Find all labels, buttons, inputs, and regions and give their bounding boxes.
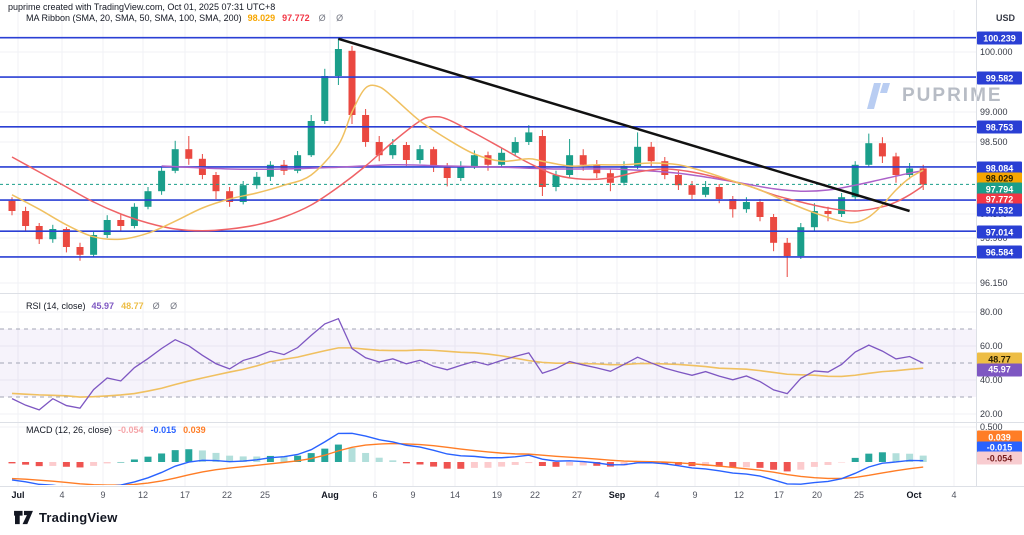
- tradingview-logo[interactable]: TradingView: [13, 509, 118, 526]
- rsi-line: [11, 317, 924, 411]
- time-label-day: 4: [654, 490, 660, 500]
- chart-attribution: puprime created with TradingView.com, Oc…: [8, 2, 276, 12]
- price-tick-label: 60.00: [980, 341, 1003, 351]
- price-tick-label: 20.00: [980, 409, 1003, 419]
- time-label-month: Sep: [608, 490, 626, 500]
- descending-trendline: [338, 37, 910, 213]
- time-label-day: 25: [259, 490, 271, 500]
- sma-20-line: [11, 84, 924, 241]
- price-badge: 100.239: [977, 31, 1022, 45]
- price-axis[interactable]: USD 100.00099.00098.50097.30096.90096.15…: [976, 0, 1024, 486]
- price-badge: 97.014: [977, 225, 1022, 239]
- price-tick-label: 98.500: [980, 137, 1008, 147]
- tradingview-logo-icon: [14, 510, 33, 525]
- grid-lines: [0, 10, 976, 486]
- time-label-day: 4: [59, 490, 65, 500]
- puprime-watermark-text: PUPRIME: [902, 85, 1003, 106]
- ma-ribbon-legend-values: 98.029 97.772: [248, 13, 317, 23]
- price-tick-label: 99.000: [980, 107, 1008, 117]
- price-badge: 96.584: [977, 245, 1022, 259]
- macd-legend-values: -0.054 -0.015 0.039: [118, 425, 213, 435]
- puprime-watermark: PUPRIME: [864, 82, 1003, 110]
- rsi-pane: [0, 317, 976, 411]
- price-badge: 97.772: [977, 193, 1022, 206]
- price-badge: 98.084: [977, 161, 1022, 175]
- macd-legend[interactable]: MACD (12, 26, close) -0.054 -0.015 0.039: [26, 425, 213, 435]
- hidden-values-marks: Ø Ø: [152, 301, 182, 311]
- time-label-day: 22: [221, 490, 233, 500]
- price-badge: 98.753: [977, 120, 1022, 134]
- price-badge: 97.794: [977, 182, 1022, 196]
- price-axis-border: [976, 0, 977, 486]
- ma-ribbon-legend-title: MA Ribbon (SMA, 20, SMA, 50, SMA, 100, S…: [26, 13, 242, 23]
- pane-separator[interactable]: [0, 293, 1024, 294]
- price-badge: 0.039: [977, 430, 1022, 444]
- price-badge: 45.97: [977, 363, 1022, 376]
- hidden-values-marks: Ø Ø: [318, 13, 348, 23]
- time-label-day: 27: [571, 490, 583, 500]
- price-tick-label: 96.150: [980, 278, 1008, 288]
- time-label-day: 20: [811, 490, 823, 500]
- legend-value: -0.015: [150, 425, 177, 435]
- legend-value: 98.029: [247, 13, 276, 23]
- price-tick-label: 80.00: [980, 307, 1003, 317]
- time-label-day: 14: [449, 490, 461, 500]
- axis-currency-label: USD: [995, 13, 1015, 23]
- macd-legend-title: MACD (12, 26, close): [26, 425, 113, 435]
- time-label-month: Jul: [11, 490, 25, 500]
- macd-signal-line: [11, 442, 924, 485]
- time-label-day: 9: [100, 490, 106, 500]
- legend-value: 0.039: [183, 425, 206, 435]
- rsi-legend[interactable]: RSI (14, close) 45.97 48.77 Ø Ø: [26, 301, 181, 311]
- ma-ribbon-legend[interactable]: MA Ribbon (SMA, 20, SMA, 50, SMA, 100, S…: [26, 13, 347, 23]
- legend-value: -0.054: [118, 425, 144, 435]
- time-label-day: 6: [372, 490, 378, 500]
- price-badge: 98.029: [977, 172, 1022, 185]
- price-badge: -0.054: [977, 451, 1022, 465]
- time-axis-separator: [0, 486, 1024, 487]
- legend-value: 45.97: [91, 301, 115, 311]
- time-label-day: 17: [773, 490, 785, 500]
- pane-separator[interactable]: [0, 422, 1024, 423]
- price-tick-label: 40.00: [980, 375, 1003, 385]
- time-label-day: 25: [853, 490, 865, 500]
- rsi-legend-values: 45.97 48.77: [92, 301, 151, 311]
- time-label-day: 17: [179, 490, 191, 500]
- legend-value: 97.772: [282, 13, 310, 23]
- tradingview-logo-text: TradingView: [39, 510, 118, 525]
- price-tick-label: 100.000: [980, 47, 1013, 57]
- rsi-legend-title: RSI (14, close): [26, 301, 86, 311]
- price-badge: -0.015: [977, 441, 1022, 454]
- time-label-day: 4: [951, 490, 957, 500]
- puprime-logo-icon: [867, 83, 890, 109]
- price-badge: 97.532: [977, 203, 1022, 217]
- time-label-day: 9: [410, 490, 416, 500]
- time-label-day: 22: [529, 490, 541, 500]
- macd-line: [11, 432, 924, 485]
- rsi-ma-line: [11, 347, 924, 398]
- price-badge: 99.582: [977, 71, 1022, 85]
- price-badge: 48.77: [977, 352, 1022, 366]
- sma-50-line: [11, 115, 924, 232]
- price-tick-label: 0.500: [980, 422, 1003, 432]
- time-label-day: 12: [733, 490, 745, 500]
- macd-pane: [8, 432, 927, 485]
- time-label-month: Oct: [906, 490, 922, 500]
- time-axis[interactable]: Jul 4 9 12 17 22 25 Aug 6 9 14 19 22 27 Sep 4 9 12 17 20 25 O…: [0, 487, 1024, 504]
- sma-100-line: [161, 164, 924, 192]
- legend-value: 48.77: [121, 301, 144, 311]
- time-label-day: 12: [137, 490, 149, 500]
- main-pane: [0, 36, 976, 277]
- time-label-day: 9: [692, 490, 698, 500]
- time-label-day: 19: [491, 490, 503, 500]
- time-label-month: Aug: [321, 490, 339, 500]
